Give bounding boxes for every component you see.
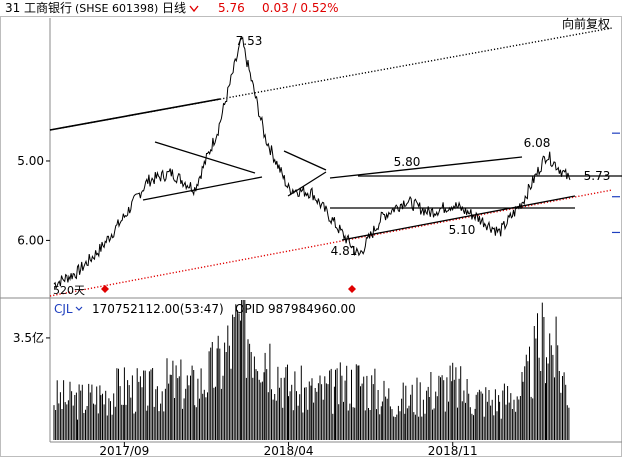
volume-value: 170752112.00(53:47) — [92, 302, 224, 316]
stock-name: 工商银行 — [24, 1, 73, 15]
upper-channel-solid — [49, 98, 221, 131]
price-line — [53, 36, 571, 290]
code-number: 31 — [5, 1, 21, 15]
last-price: 5.76 — [218, 1, 245, 15]
price-change: 0.03 / 0.52% — [262, 1, 339, 15]
long-term-support-dotted — [49, 189, 613, 297]
price-annotation: 7.53 — [236, 34, 263, 48]
x-axis-label: 2018/04 — [264, 444, 314, 457]
triangle2-upper — [283, 150, 327, 171]
header-bar: 31 工商银行 (SHSE 601398) 日线 5.76 0.03 / 0.5… — [0, 0, 622, 17]
market-code: (SHSE 601398) — [75, 2, 159, 15]
period-selector[interactable]: 日线 — [162, 1, 187, 15]
x-axis-label: 2018/11 — [428, 444, 478, 457]
rising-wedge-upper — [329, 156, 523, 179]
upper-channel-dotted — [49, 27, 613, 131]
triangle1-lower — [142, 176, 263, 201]
triangle1-upper — [154, 141, 256, 174]
indicator-chevron-icon — [75, 306, 83, 311]
price-annotation: 5.80 — [394, 155, 421, 169]
price-annotation: 5.10 — [449, 223, 476, 237]
ma-period-label: 520天 — [53, 284, 85, 297]
price-annotation: 4.81 — [331, 244, 358, 258]
price-tick-label: 6.00 — [17, 233, 44, 247]
opid-label: OPID — [235, 302, 264, 316]
x-axis-label: 2017/09 — [99, 444, 149, 457]
signal-diamond-icon — [101, 285, 109, 293]
volume-indicator-name: CJL — [54, 302, 73, 316]
volume-tick-label: 3.5亿 — [13, 330, 44, 345]
opid-value: 987984960.00 — [268, 302, 356, 316]
signal-diamond-icon — [348, 285, 356, 293]
chevron-down-icon[interactable] — [189, 0, 199, 22]
rising-wedge-lower — [341, 195, 576, 241]
triangle2-lower — [287, 171, 327, 197]
forward-adjust-button[interactable]: 向前复权 — [562, 17, 611, 31]
price-annotation: 6.08 — [524, 136, 551, 150]
price-tick-label: 5.00 — [17, 154, 44, 168]
price-annotation: 5.73 — [584, 169, 611, 183]
